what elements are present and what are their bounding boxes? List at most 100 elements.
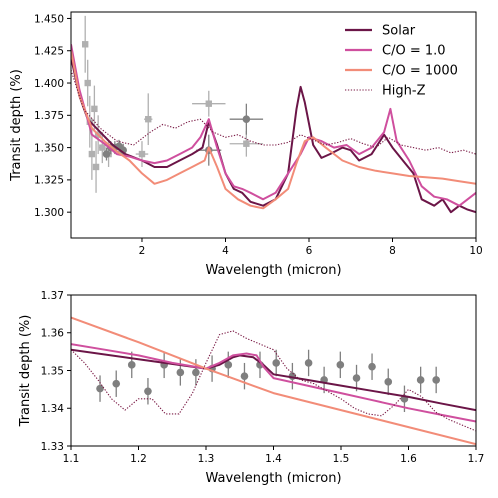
data-marker xyxy=(432,376,440,384)
series-line-solar xyxy=(71,56,476,214)
data-point xyxy=(416,366,425,394)
y-axis-label: Transit depth (%) xyxy=(18,315,33,428)
data-point xyxy=(84,59,91,107)
data-point xyxy=(432,366,440,394)
x-tick-label: 1.3 xyxy=(198,453,215,465)
data-marker xyxy=(336,361,345,369)
x-tick-label: 1.5 xyxy=(333,453,350,465)
x-tick-label: 10 xyxy=(469,245,482,257)
data-marker xyxy=(102,150,111,158)
plot-area xyxy=(71,316,476,446)
legend-label: C/O = 1000 xyxy=(382,64,458,79)
y-tick-label: 1.350 xyxy=(34,142,64,154)
data-point xyxy=(127,351,136,379)
bottom-panel: 1.1 1.2 1.3 1.4 1.5 1.6 1.7 1.33 1.34 1.35 1.36 1.3… xyxy=(18,290,484,486)
legend-label: High-Z xyxy=(382,84,426,99)
data-marker xyxy=(192,368,200,377)
data-point xyxy=(229,103,264,135)
data-marker xyxy=(224,361,233,369)
series-line-c-o-1000 xyxy=(71,50,476,210)
data-marker xyxy=(368,362,376,371)
observations xyxy=(96,349,440,413)
series-line-c-o-1-0 xyxy=(71,44,476,207)
data-marker xyxy=(84,79,91,87)
plot-area xyxy=(71,15,476,214)
series-line-c-o-1-0 xyxy=(71,343,476,423)
data-marker xyxy=(176,368,185,377)
data-point xyxy=(144,93,153,146)
data-point xyxy=(352,364,361,392)
legend-label: C/O = 1.0 xyxy=(382,44,446,59)
data-marker xyxy=(352,374,361,382)
observations xyxy=(81,15,264,193)
y-tick-label: 1.35 xyxy=(41,365,64,377)
data-marker xyxy=(81,41,89,48)
legend-label: Solar xyxy=(382,24,416,39)
y-tick-label: 1.37 xyxy=(41,290,64,302)
y-tick-label: 1.34 xyxy=(41,403,65,415)
series-line-high-z xyxy=(71,69,476,155)
series-line-solar xyxy=(71,348,476,412)
data-point xyxy=(102,147,111,161)
data-point xyxy=(336,351,345,379)
data-marker xyxy=(416,376,425,384)
data-point xyxy=(304,349,313,377)
x-axis-label: Wavelength (micron) xyxy=(205,471,341,486)
data-point xyxy=(368,353,376,380)
y-axis-label: Transit depth (%) xyxy=(9,69,24,182)
y-tick-label: 1.300 xyxy=(34,207,64,219)
data-marker xyxy=(205,100,212,107)
legend-item-solar: Solar xyxy=(345,24,416,39)
data-marker xyxy=(304,359,313,367)
data-marker xyxy=(92,163,100,171)
x-tick-label: 1.2 xyxy=(130,453,147,465)
data-point xyxy=(384,368,393,396)
y-tick-label: 1.425 xyxy=(34,46,64,58)
data-point xyxy=(112,370,121,397)
data-marker xyxy=(240,372,249,380)
data-point xyxy=(96,375,104,402)
y-tick-label: 1.450 xyxy=(34,13,64,25)
data-point xyxy=(88,128,96,180)
legend-item-c-o-1000: C/O = 1000 xyxy=(345,64,458,79)
x-axis-label: Wavelength (micron) xyxy=(205,263,341,278)
x-tick-label: 1.7 xyxy=(468,453,485,465)
data-point xyxy=(135,141,149,167)
x-tick-label: 1.4 xyxy=(265,453,282,465)
data-marker xyxy=(96,384,104,393)
data-point xyxy=(144,378,152,405)
data-point xyxy=(229,130,264,157)
data-marker xyxy=(144,387,152,396)
top-panel: 2 4 6 8 10 1.300 1.325 1.350 1.375 1.400 1.425 1.45… xyxy=(9,11,483,278)
data-marker xyxy=(88,150,96,158)
y-tick-label: 1.375 xyxy=(34,110,64,122)
x-tick-label: 1.6 xyxy=(400,453,417,465)
legend-item-high-z: High-Z xyxy=(345,84,426,99)
data-marker xyxy=(242,115,251,123)
x-tick-label: 4 xyxy=(222,245,229,257)
data-point xyxy=(91,85,98,133)
data-marker xyxy=(138,150,146,158)
data-point xyxy=(192,90,226,117)
legend-item-c-o-1-0: C/O = 1.0 xyxy=(345,44,446,59)
data-marker xyxy=(272,359,281,367)
data-marker xyxy=(243,140,250,147)
x-tick-label: 2 xyxy=(139,245,146,257)
data-marker xyxy=(99,144,106,151)
data-point xyxy=(92,141,100,193)
y-tick-label: 1.36 xyxy=(41,328,65,340)
data-marker xyxy=(127,361,136,369)
series-line-high-z xyxy=(71,330,476,432)
y-tick-label: 1.325 xyxy=(34,175,64,187)
legend: Solar C/O = 1.0 C/O = 1000 High-Z xyxy=(345,24,458,99)
axes-frame xyxy=(70,11,477,239)
data-marker xyxy=(145,115,152,123)
data-marker xyxy=(112,379,121,388)
data-point xyxy=(240,362,249,390)
x-tick-label: 6 xyxy=(306,245,313,257)
data-point xyxy=(160,351,168,379)
y-tick-label: 1.33 xyxy=(41,441,64,453)
y-tick-label: 1.400 xyxy=(34,78,64,90)
x-tick-label: 1.1 xyxy=(63,453,80,465)
